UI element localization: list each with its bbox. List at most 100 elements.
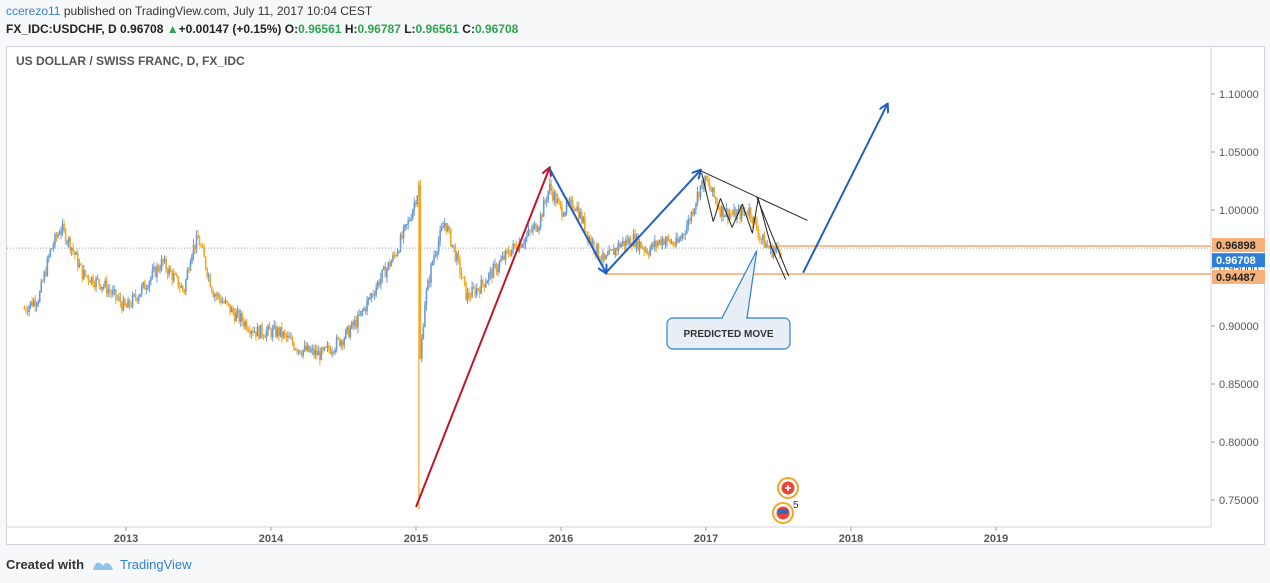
candle-body [316, 349, 318, 356]
candle-body [699, 185, 702, 198]
candle-body [287, 336, 289, 338]
open-value: 0.96561 [298, 22, 342, 36]
candle-body [430, 264, 432, 283]
candle-body [305, 345, 307, 351]
support-price-tag-bg [1212, 269, 1265, 284]
last-price: 0.96708 [120, 22, 164, 36]
candle-body [64, 229, 67, 243]
candle-body [428, 280, 431, 283]
candle-body [521, 245, 524, 248]
candle-body [270, 329, 272, 337]
candle-body [681, 233, 684, 239]
y-tick-label: 0.90000 [1219, 321, 1259, 333]
candle-body [296, 349, 298, 352]
candle-body [23, 308, 26, 310]
candle-body [675, 237, 677, 246]
low-label: L: [404, 22, 416, 36]
candle-body [422, 326, 425, 339]
candle-body [101, 287, 103, 290]
candle-body [256, 326, 259, 337]
candle-body [66, 242, 68, 244]
candle-body [574, 209, 577, 211]
candle-body [328, 345, 330, 350]
candle-body [480, 279, 483, 294]
candle-body [740, 208, 743, 220]
candle-body [204, 256, 207, 269]
candle-body [552, 190, 554, 201]
candle-body [501, 256, 504, 260]
candle-body [137, 296, 140, 301]
candle-body [754, 216, 757, 221]
candle-body [210, 286, 213, 292]
candle-body [719, 209, 722, 217]
candle-body [497, 268, 499, 273]
candle-body [646, 249, 649, 254]
price-levels [7, 245, 1211, 275]
candle-body [355, 320, 358, 328]
blue-arrow [802, 104, 887, 274]
candle-body [602, 253, 604, 261]
candle-body [217, 293, 219, 296]
candle-body [325, 347, 327, 349]
candle-body [513, 243, 516, 246]
callout-joint [723, 317, 746, 320]
tradingview-link[interactable]: TradingView [92, 557, 192, 572]
candle-body [92, 276, 94, 285]
candle-body [660, 239, 662, 246]
candle-body [235, 312, 237, 321]
candle-body [759, 237, 761, 239]
candle-body [730, 213, 732, 215]
blue-arrow [605, 171, 700, 274]
candle-body [271, 328, 274, 337]
candle-body [638, 241, 641, 250]
candle-body [481, 279, 484, 285]
candle-body [772, 250, 775, 257]
candle-body [721, 206, 723, 217]
candle-body [28, 306, 30, 313]
chart-panel[interactable] [6, 46, 1265, 545]
candle-body [547, 190, 550, 201]
candle-body [372, 293, 374, 295]
candle-body [195, 235, 198, 250]
swing-line [712, 198, 721, 222]
candle-body [242, 321, 245, 327]
candle-body [351, 321, 353, 329]
candle-body [657, 242, 659, 246]
candle-body [465, 281, 467, 300]
candle-body [203, 247, 205, 257]
candle-body [183, 290, 186, 292]
author-link[interactable]: ccerezo11 [6, 4, 61, 18]
candle-body [591, 240, 594, 244]
candle-body [25, 308, 27, 311]
candle-body [756, 220, 758, 230]
close-label: C: [462, 22, 475, 36]
candle-body [206, 268, 208, 277]
candle-body [617, 242, 620, 251]
candle-body [442, 226, 444, 228]
candle-body [233, 312, 236, 321]
candle-body [329, 349, 332, 354]
candle-body [259, 324, 262, 339]
candle-body [186, 269, 189, 280]
candle-body [545, 200, 548, 202]
candle-body [102, 285, 105, 288]
low-value: 0.96561 [415, 22, 459, 36]
candle-body [311, 348, 314, 351]
candle-body [147, 287, 149, 289]
candle-body [244, 321, 247, 327]
candle-body [399, 234, 402, 252]
candle-body [201, 246, 204, 248]
support-price-tag: 0.94487 [1216, 272, 1256, 284]
candle-body [402, 227, 405, 238]
candle-body [119, 297, 122, 304]
candle-body [625, 239, 627, 246]
candle-body [370, 293, 373, 298]
candle-body [590, 237, 592, 244]
candle-body [360, 311, 362, 316]
candle-body [104, 280, 106, 286]
candle-body [524, 238, 527, 245]
candle-body [536, 229, 539, 232]
candle-body [615, 248, 618, 251]
candle-body [322, 348, 324, 351]
